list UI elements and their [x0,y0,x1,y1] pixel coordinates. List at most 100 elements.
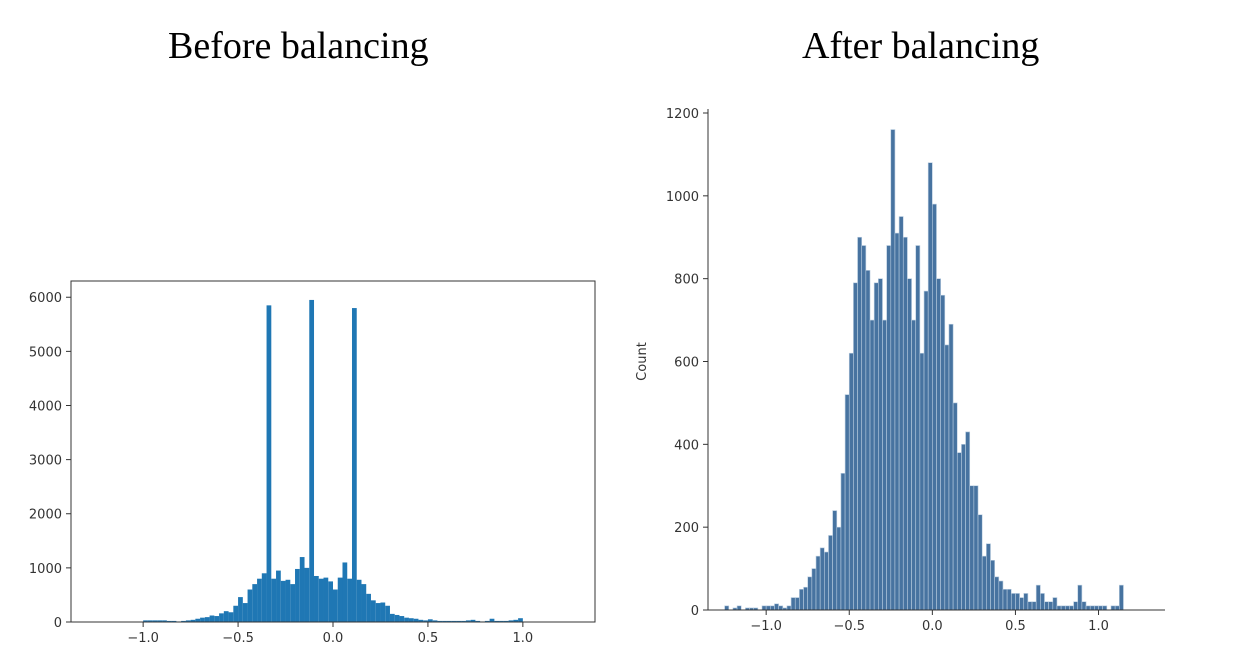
histogram-bar [162,620,167,622]
histogram-bar [994,576,1000,611]
histogram-bar [844,394,850,611]
histogram-bar [380,602,386,622]
histogram-bar [503,620,509,622]
histogram-bar [886,245,892,611]
histogram-bar [1002,588,1008,611]
histogram-bar [790,597,796,611]
histogram-bar [948,323,954,611]
histogram-bar [803,586,808,611]
histogram-bar [965,431,971,611]
histogram-bar [242,603,248,622]
histogram-bar [969,485,975,611]
y-tick-label: 600 [674,356,699,371]
y-tick-label: 800 [674,273,699,288]
histogram-bar [190,619,196,622]
histogram-bar [394,614,400,622]
histogram-bar [961,444,966,611]
histogram-bar [861,245,867,611]
y-tick-label: 5000 [29,345,62,360]
histogram-bar [857,236,863,611]
y-tick-label: 1000 [29,562,62,577]
y-tick-label: 6000 [29,291,62,306]
y-tick-label: 3000 [29,454,62,469]
y-tick-label: 1000 [666,190,699,205]
histogram-bar [1098,605,1103,611]
histogram-bar [370,600,376,622]
histogram-bar [404,617,409,622]
histogram-bar [513,619,519,622]
histogram-bar [944,344,950,611]
histogram-bar [911,319,917,611]
histogram-bar [986,543,991,611]
histogram-bar [977,514,983,611]
histogram-bar [990,559,995,611]
histogram-bar [902,236,908,611]
histogram-bar [1085,605,1091,611]
histogram-bar [761,605,767,611]
histogram-bar [347,578,352,622]
histogram-bar [894,232,900,611]
histogram-bar [442,620,447,622]
x-tick-label: −0.5 [222,631,254,646]
histogram-bar [890,129,896,611]
histogram-bar [940,294,946,611]
histogram-bar [1110,605,1116,611]
histogram-bar [143,620,148,622]
after-balancing-title: After balancing [802,25,1040,67]
histogram-bar [171,620,177,622]
histogram-bar [361,584,367,622]
histogram-bar [295,568,300,622]
histogram-bar [927,162,933,611]
histogram-bar [1094,605,1099,611]
x-tick-label: 0.5 [418,631,439,646]
histogram-bar [1048,601,1054,611]
histogram-bar [304,567,310,622]
histogram-bar [238,597,243,622]
histogram-bar [475,620,481,622]
histogram-bar [832,510,838,611]
histogram-bar [956,452,962,611]
x-tick-label: 1.0 [1088,619,1109,634]
histogram-bar [247,589,253,622]
histogram-bar [1010,593,1016,611]
histogram-bar [1060,605,1066,611]
histogram-bar [878,278,883,611]
histogram-bar [157,620,163,622]
histogram-bar [907,278,912,611]
histogram-bar [257,578,262,622]
histogram-bar [271,578,277,622]
histogram-bar [266,305,272,622]
x-tick-label: −1.0 [750,619,782,634]
histogram-bar [865,270,871,611]
y-tick-label: 400 [674,438,699,453]
histogram-bar [765,605,771,611]
histogram-bar [446,620,452,622]
histogram-bar [219,613,224,622]
histogram-bar [437,620,443,622]
histogram-bar [456,620,462,622]
histogram-bar [185,620,191,622]
histogram-bar [786,605,792,611]
histogram-bar [973,485,979,611]
histogram-bar [470,619,476,622]
histogram-bar [981,555,987,611]
x-tick-label: 0.5 [1005,619,1026,634]
histogram-bar [794,597,800,611]
histogram-bar [1006,588,1012,611]
x-tick-label: −1.0 [127,631,159,646]
histogram-bar [811,568,817,611]
histogram-bar [499,620,504,622]
histogram-bar [314,575,319,622]
histogram-bar [815,555,821,611]
histogram-bar [408,618,414,622]
y-tick-label: 0 [691,604,699,619]
histogram-bar [280,580,286,622]
histogram-bar [799,588,804,611]
histogram-bar [778,605,784,611]
histogram-bar [1119,584,1124,611]
histogram-bar [214,616,220,622]
histogram-bar [869,319,875,611]
histogram-bar [873,282,879,611]
histogram-bar [181,620,186,622]
histogram-bar [356,579,362,622]
